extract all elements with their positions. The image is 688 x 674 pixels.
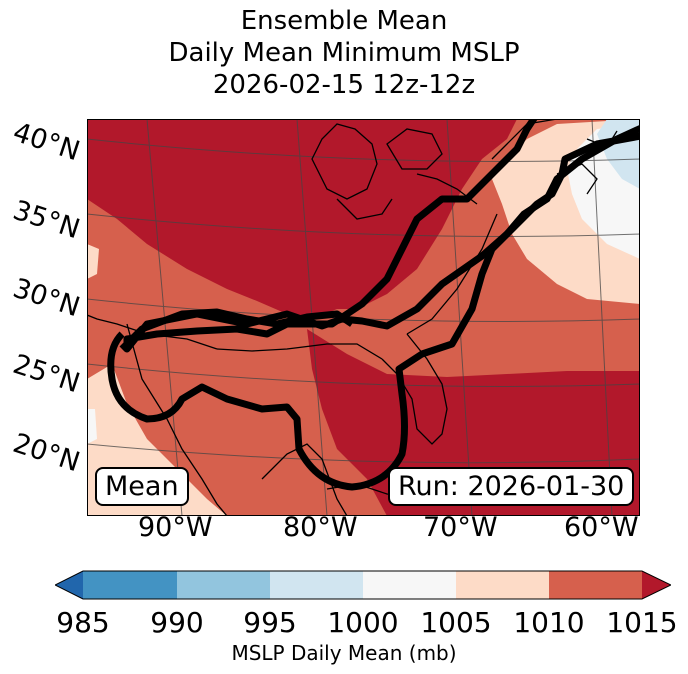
colorbar-bin-1010-1015	[549, 571, 642, 599]
colorbar-tick-1005: 1005	[420, 606, 492, 639]
title-line-1: Ensemble Mean	[240, 6, 448, 36]
colorbar-tick-995: 995	[243, 606, 297, 639]
colorbar-tick-1010: 1010	[513, 606, 585, 639]
colorbar-tick-1015: 1015	[606, 606, 678, 639]
colorbar-tick-1000: 1000	[327, 606, 399, 639]
colorbar-outline	[55, 570, 671, 600]
colorbar-tick-985: 985	[56, 606, 110, 639]
pressure-field-white-west	[87, 409, 97, 444]
lat-label-20n: 20°N	[9, 427, 84, 479]
pressure-field-light-west-edge	[87, 244, 99, 279]
colorbar-extend-high	[642, 571, 671, 599]
colorbar-bin-995-1000	[270, 571, 363, 599]
title-line-2: Daily Mean Minimum MSLP	[168, 38, 520, 68]
contour-1010-main	[107, 132, 640, 491]
lat-label-40n: 40°N	[9, 116, 84, 168]
colorbar-bin-1005-1010	[456, 571, 549, 599]
lon-label-80w: 80°W	[283, 512, 358, 543]
colorbar-extend-low	[55, 571, 83, 599]
lon-label-60w: 60°W	[564, 512, 639, 543]
map-panel	[87, 119, 640, 516]
colorbar-bin-985-990	[83, 571, 177, 599]
colorbar	[55, 570, 671, 600]
colorbar-tick-990: 990	[150, 606, 204, 639]
lon-label-70w: 70°W	[423, 512, 498, 543]
lat-label-25n: 25°N	[9, 348, 84, 400]
colorbar-bin-1000-1005	[363, 571, 456, 599]
lat-label-35n: 35°N	[9, 194, 84, 246]
colorbar-label: MSLP Daily Mean (mb)	[231, 641, 457, 665]
lon-label-90w: 90°W	[138, 512, 213, 543]
colorbar-bin-990-995	[177, 571, 270, 599]
lat-label-30n: 30°N	[9, 272, 84, 324]
mean-label: Mean	[95, 467, 189, 506]
title-line-3: 2026-02-15 12z-12z	[212, 70, 476, 100]
contour-1010	[123, 119, 640, 353]
map-frame	[87, 119, 640, 516]
contour-1010-east	[119, 308, 354, 352]
run-label: Run: 2026-01-30	[388, 467, 635, 506]
